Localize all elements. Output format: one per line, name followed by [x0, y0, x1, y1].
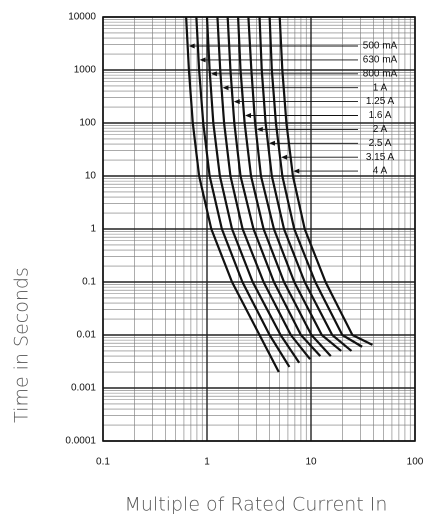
curve	[216, 16, 311, 360]
y-tick-label: 100	[79, 118, 96, 129]
legend-label: 630 mA	[363, 55, 398, 66]
y-tick-label: 0.01	[77, 330, 97, 341]
legend-arrowhead	[281, 154, 288, 160]
legend-arrowhead	[188, 43, 195, 49]
legend-arrowhead	[293, 168, 300, 174]
legend-label: 2 A	[373, 124, 388, 135]
legend-arrowhead	[268, 140, 275, 146]
curve	[195, 16, 291, 368]
legend-label: 1 A	[373, 82, 388, 93]
y-tick-label: 0.0001	[65, 436, 96, 447]
legend-label: 1.6 A	[369, 110, 392, 121]
legend-arrowhead	[233, 99, 240, 105]
curve	[268, 16, 363, 348]
y-tick-label: 1	[90, 224, 96, 235]
y-axis-title: Time in Seconds	[11, 267, 33, 423]
y-tick-label: 10	[85, 171, 97, 182]
curve	[278, 16, 373, 346]
legend-arrowhead	[222, 85, 229, 91]
legend-label: 800 mA	[363, 68, 398, 79]
curve	[185, 16, 280, 373]
legend-label: 1.25 A	[366, 96, 395, 107]
legend-label: 500 mA	[363, 41, 398, 52]
x-tick-label: 100	[407, 457, 424, 468]
x-tick-label: 10	[305, 457, 317, 468]
legend-label: 2.5 A	[369, 138, 392, 149]
legend-arrowhead	[245, 113, 252, 118]
legend-arrowhead	[256, 126, 263, 132]
y-tick-label: 0.1	[82, 277, 96, 288]
legend-arrowhead	[210, 71, 217, 77]
legend-label: 4 A	[373, 166, 388, 177]
plot-frame	[102, 16, 416, 442]
x-axis-title: Multiple of Rated Current In	[125, 494, 388, 516]
legend-label: 3.15 A	[366, 152, 395, 163]
curve	[258, 16, 353, 352]
curve	[247, 16, 342, 352]
x-tick-label: 0.1	[96, 457, 110, 468]
legend-arrowhead	[199, 57, 206, 63]
curve	[226, 16, 322, 357]
x-tick-label: 1	[204, 457, 210, 468]
y-tick-label: 0.001	[71, 383, 96, 394]
curve	[205, 16, 301, 364]
y-tick-label: 10000	[68, 12, 96, 23]
y-tick-label: 1000	[74, 65, 97, 76]
curve	[236, 16, 332, 357]
